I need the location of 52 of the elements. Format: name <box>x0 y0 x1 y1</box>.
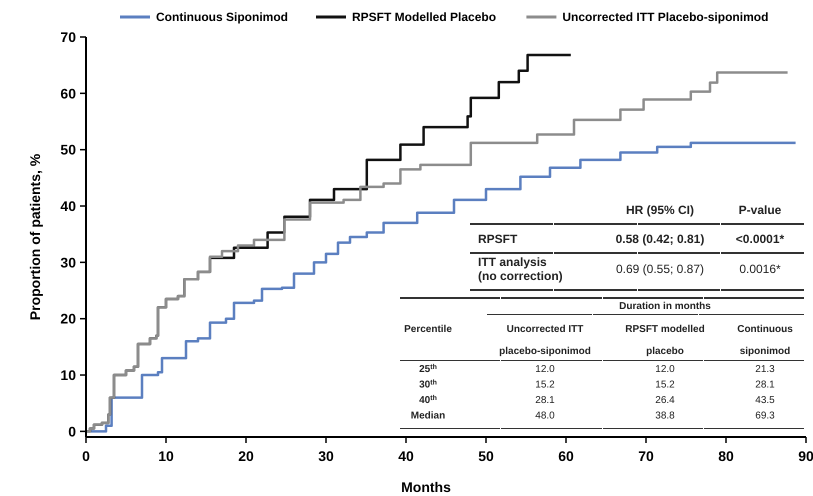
annotation: <0.0001* <box>736 232 785 246</box>
annotation: P-value <box>738 203 782 217</box>
y-tick-label: 30 <box>60 254 76 270</box>
annotation: HR (95% CI) <box>626 203 694 217</box>
annotation: 48.0 <box>535 410 556 422</box>
annotation: 43.5 <box>755 395 776 406</box>
annotation: 26.4 <box>655 395 676 406</box>
x-tick-label: 50 <box>478 448 494 464</box>
x-tick-label: 90 <box>798 448 813 464</box>
annotation: 12.0 <box>655 364 676 375</box>
annotation: 69.3 <box>755 410 776 422</box>
y-tick-label: 60 <box>60 85 76 102</box>
annotation: RPSFT <box>478 232 518 246</box>
annotation: 0.69 (0.55; 0.87) <box>616 262 704 276</box>
annotation: 0.58 (0.42; 0.81) <box>616 232 704 246</box>
y-tick-label: 50 <box>60 142 76 158</box>
x-tick-label: 20 <box>238 448 254 464</box>
y-tick-label: 10 <box>60 367 76 384</box>
annotation: 28.1 <box>535 395 556 406</box>
annotation: 12.0 <box>535 364 556 375</box>
annotation: Percentile <box>404 324 452 335</box>
legend-label: RPSFT Modelled Placebo <box>352 10 496 24</box>
y-tick-label: 70 <box>60 29 76 45</box>
annotation: 15.2 <box>655 380 676 390</box>
annotation: Duration in months <box>619 301 712 312</box>
x-tick-label: 0 <box>82 448 90 464</box>
x-axis-title: Months <box>401 479 452 495</box>
annotation: Median <box>410 410 446 422</box>
x-tick-label: 40 <box>398 448 414 464</box>
legend-label: Uncorrected ITT Placebo-siponimod <box>562 10 768 24</box>
y-tick-label: 40 <box>60 198 76 214</box>
annotation: Uncorrected ITT placebo-siponimod <box>499 324 591 357</box>
annotation: 28.1 <box>755 380 776 390</box>
y-tick-label: 0 <box>68 423 76 440</box>
annotation: RPSFT modelled placebo <box>625 324 705 357</box>
annotation: 15.2 <box>535 380 556 390</box>
x-tick-label: 70 <box>638 448 654 464</box>
x-tick-label: 60 <box>558 448 574 464</box>
y-axis-title: Proportion of patients, % <box>27 153 43 320</box>
annotation: 30$^{th}$ <box>419 378 437 390</box>
x-tick-label: 30 <box>318 448 334 464</box>
annotation: 38.8 <box>655 410 676 422</box>
legend-label: Continuous Siponimod <box>156 10 288 24</box>
annotation: 0.0016* <box>739 262 782 276</box>
annotation: ITT analysis (no correction) <box>478 255 563 283</box>
x-tick-label: 80 <box>718 448 734 464</box>
x-tick-label: 10 <box>158 448 174 464</box>
annotation: Continuous siponimod <box>737 324 794 357</box>
annotation: 21.3 <box>755 364 776 375</box>
annotation: 25$^{th}$ <box>419 362 437 375</box>
annotation: 40$^{th}$ <box>419 394 437 406</box>
y-tick-label: 20 <box>60 310 76 327</box>
